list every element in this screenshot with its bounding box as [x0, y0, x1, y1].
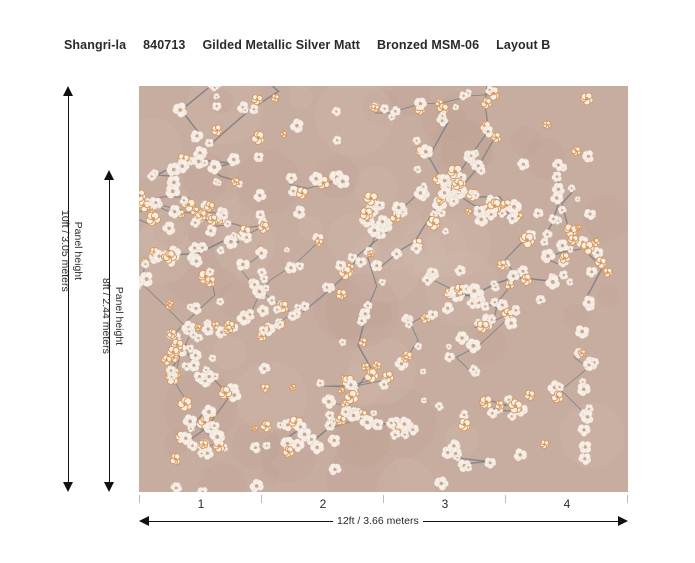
panel-divider-tick — [383, 495, 384, 503]
collection-name: Shangri-la — [64, 38, 127, 52]
inner-height-label-line2: 8ft / 2.44 meters — [100, 278, 112, 354]
wallpaper-pattern-preview — [139, 86, 628, 492]
outer-height-label-line1: Panel height — [72, 221, 84, 281]
outer-height-label-line2: 10ft / 3.05 meters — [59, 210, 71, 292]
title-bar: Shangri-la 840713 Gilded Metallic Silver… — [64, 38, 550, 56]
outer-height-label: Panel height 10ft / 3.05 meters — [58, 210, 84, 292]
inner-height-label: Panel height 8ft / 2.44 meters — [99, 278, 125, 354]
panel-number-1: 1 — [197, 497, 205, 511]
panel-number-3: 3 — [441, 497, 449, 511]
inner-height-arrow-top — [104, 170, 114, 180]
panel-divider-tick — [261, 495, 262, 503]
panel-number-4: 4 — [563, 497, 571, 511]
layout-name: Layout B — [496, 38, 551, 52]
width-arrow-right — [618, 516, 628, 526]
width-label: 12ft / 3.66 meters — [333, 515, 423, 527]
finish-name: Gilded Metallic Silver Matt — [202, 38, 361, 52]
inner-height-line — [109, 179, 110, 483]
outer-height-arrow-top — [63, 86, 73, 96]
blossom-pattern-image — [139, 86, 628, 492]
inner-height-arrow-bottom — [104, 482, 114, 492]
panel-divider-tick — [505, 495, 506, 503]
panel-divider-tick — [627, 495, 628, 503]
product-code: 840713 — [143, 38, 186, 52]
inner-height-label-line1: Panel height — [113, 286, 125, 346]
width-arrow-left — [139, 516, 149, 526]
outer-height-line — [68, 95, 69, 483]
panel-number-2: 2 — [319, 497, 327, 511]
color-name: Bronzed MSM-06 — [377, 38, 480, 52]
outer-height-arrow-bottom — [63, 482, 73, 492]
panel-divider-tick — [139, 495, 140, 503]
